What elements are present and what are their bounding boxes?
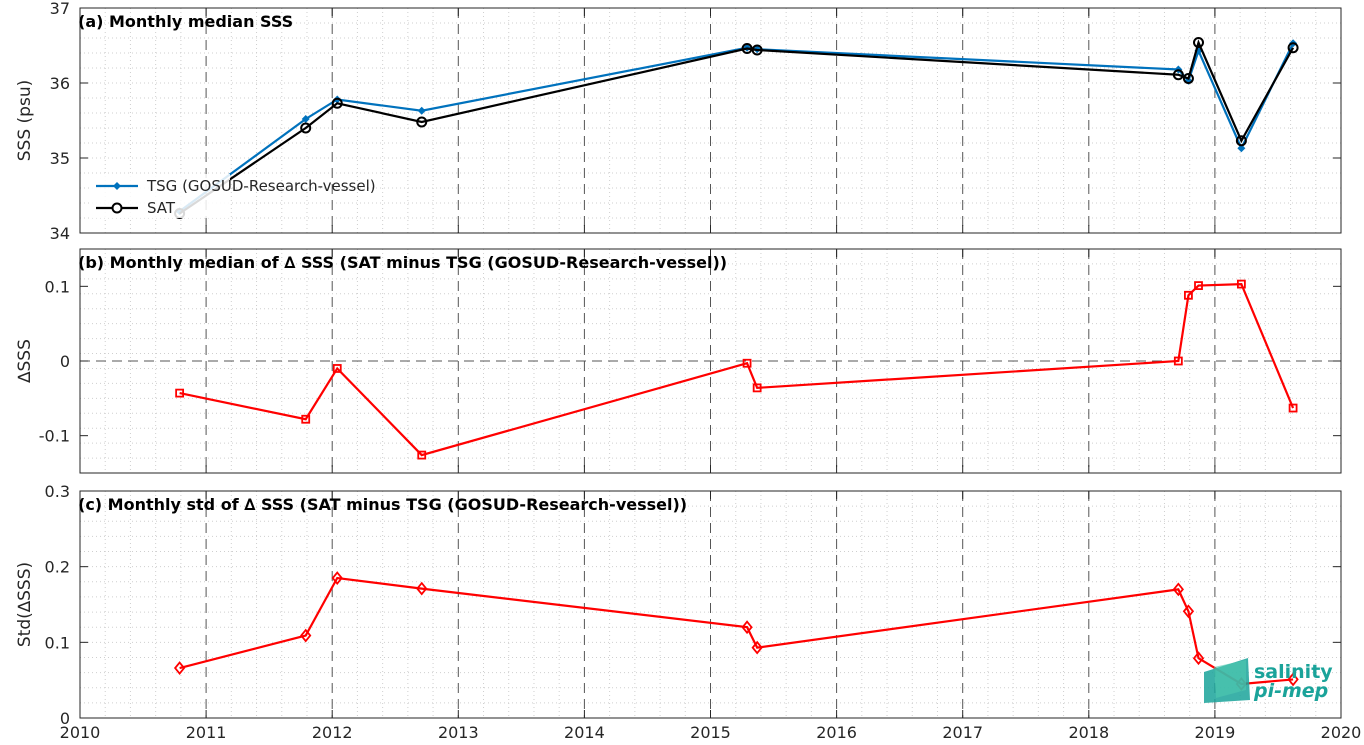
y-axis-label: ∆SSS (15, 339, 35, 384)
data-point (332, 364, 342, 373)
x-tick-label: 2015 (690, 723, 731, 742)
data-point (751, 44, 763, 56)
data-point (1173, 356, 1183, 366)
data-point (1287, 42, 1299, 54)
y-tick-label: 37 (50, 0, 70, 18)
data-point (1288, 403, 1298, 413)
data-point (1184, 290, 1193, 300)
data-point (1192, 651, 1205, 666)
data-point (416, 116, 428, 128)
y-tick-label: -0.1 (39, 427, 70, 446)
x-tick-label: 2019 (1195, 723, 1236, 742)
data-point (1236, 279, 1246, 289)
data-point (331, 97, 343, 109)
x-tick-label: 2010 (60, 723, 101, 742)
data-point (300, 122, 312, 134)
y-tick-label: 0.1 (45, 277, 70, 296)
y-tick-label: 35 (50, 149, 70, 168)
legend: TSG (GOSUD-Research-vessel) SAT (90, 174, 376, 218)
y-tick-label: 0.2 (45, 558, 70, 577)
data-point (1172, 582, 1184, 597)
data-point (1182, 73, 1194, 84)
panel-a-monthly-median-sss: 34 35 36 37 SSS (psu) (a) Monthly median SSS (15, 0, 1342, 243)
x-tick-label: 2011 (186, 723, 227, 742)
panel-title: (b) Monthly median of ∆ SSS (SAT minus T… (78, 253, 727, 272)
x-tick-label: 2014 (564, 723, 605, 742)
data-point (1287, 672, 1299, 687)
logo-shape (1214, 660, 1246, 698)
panel-c-monthly-std-delta-sss: 0 0.1 0.2 0.3 2010 2011 2012 2013 2014 2015 2016 20… (15, 482, 1361, 742)
x-tick-label: 2017 (942, 723, 983, 742)
y-tick-label: 0.3 (45, 482, 70, 501)
data-point (1172, 69, 1184, 81)
logo-text-salinity: salinity (1254, 661, 1333, 683)
data-point (1182, 604, 1195, 619)
data-point (331, 571, 343, 585)
data-point (175, 388, 185, 398)
data-point (741, 620, 753, 635)
legend-marker (111, 202, 123, 214)
data-point (1237, 144, 1246, 153)
panel-title: (c) Monthly std of ∆ SSS (SAT minus TSG … (78, 495, 687, 514)
data-point (751, 640, 763, 655)
data-point (301, 115, 310, 123)
y-tick-label: 0 (60, 352, 70, 371)
y-axis-label: SSS (psu) (15, 80, 35, 161)
y-axis-label: Std(∆SSS) (15, 562, 35, 647)
data-point (742, 358, 752, 368)
data-point (1235, 135, 1247, 147)
series-line (179, 576, 1294, 686)
y-tick-label: 0.1 (45, 633, 70, 652)
data-point (416, 581, 428, 596)
legend-marker (113, 182, 121, 190)
data-point (417, 106, 426, 115)
data-point (300, 628, 312, 643)
legend-label: SAT (147, 199, 176, 217)
x-tick-label: 2016 (816, 723, 857, 742)
data-point (301, 414, 311, 424)
data-point (1193, 37, 1205, 48)
data-point (173, 661, 186, 675)
y-tick-label: 34 (50, 224, 70, 243)
data-point (1194, 281, 1203, 290)
x-tick-label: 2018 (1068, 723, 1109, 742)
y-tick-label: 0 (60, 709, 70, 728)
data-point (417, 450, 427, 460)
data-point (752, 383, 762, 393)
y-tick-label: 36 (50, 74, 70, 93)
x-tick-label: 2012 (312, 723, 353, 742)
logo-text-pi-mep: pi-mep (1253, 680, 1328, 702)
data-point (741, 43, 753, 54)
x-tick-label: 2020 (1321, 723, 1362, 742)
panel-title: (a) Monthly median SSS (78, 12, 293, 31)
series-line (179, 282, 1295, 457)
series-line (179, 39, 1295, 215)
x-tick-label: 2013 (438, 723, 479, 742)
panel-b-monthly-median-delta-sss: -0.1 0 0.1 ∆SSS (b) Monthly median of ∆ SSS … (15, 248, 1342, 474)
legend-label: TSG (GOSUD-Research-vessel) (146, 177, 376, 195)
